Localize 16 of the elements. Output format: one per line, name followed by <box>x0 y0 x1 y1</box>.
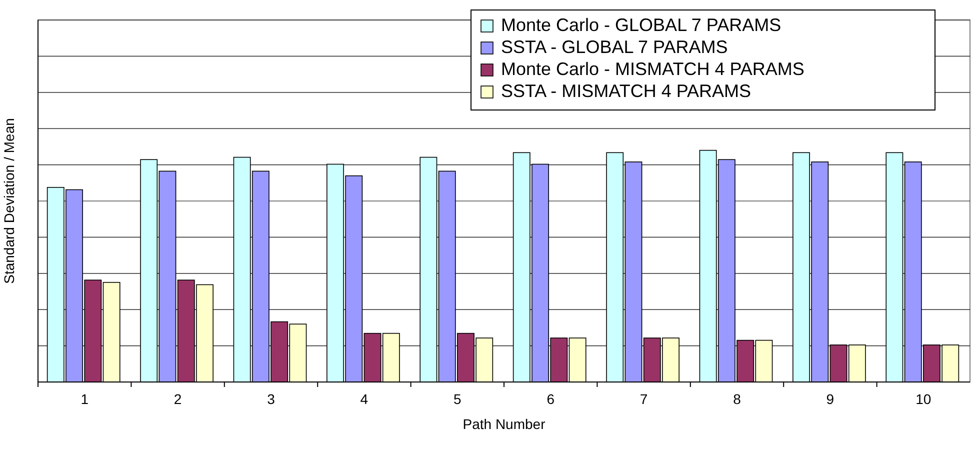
x-tick-label: 7 <box>640 391 648 407</box>
x-tick-label: 6 <box>546 391 555 407</box>
legend-label: Monte Carlo - GLOBAL 7 PARAMS <box>501 15 782 35</box>
x-tick-label: 5 <box>454 391 462 407</box>
x-tick-label: 3 <box>267 391 276 407</box>
y-axis-title: Standard Deviation / Mean <box>1 118 17 284</box>
legend-label: SSTA - GLOBAL 7 PARAMS <box>501 37 728 57</box>
legend-label: Monte Carlo - MISMATCH 4 PARAMS <box>501 59 804 79</box>
legend-label: SSTA - MISMATCH 4 PARAMS <box>501 81 752 101</box>
x-tick-label: 4 <box>360 391 368 407</box>
x-tick-label: 10 <box>916 391 932 407</box>
x-tick-label: 1 <box>80 391 89 407</box>
x-tick-label: 9 <box>826 391 834 407</box>
x-tick-label: 8 <box>733 391 742 407</box>
x-axis-title: Path Number <box>462 416 546 432</box>
x-tick-label: 2 <box>174 391 182 407</box>
